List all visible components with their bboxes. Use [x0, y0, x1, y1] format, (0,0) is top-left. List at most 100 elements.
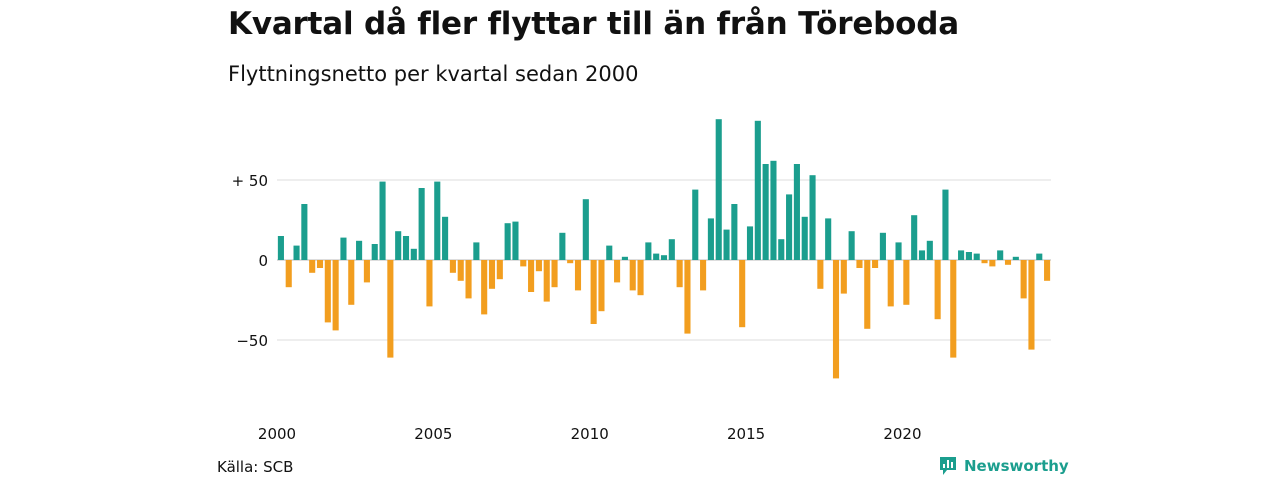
bar: [379, 181, 386, 260]
bar: [653, 253, 660, 260]
bar: [973, 253, 980, 260]
bar: [739, 260, 746, 328]
bar: [606, 245, 613, 260]
bar: [387, 260, 394, 358]
bar: [832, 260, 840, 379]
bar: [434, 181, 441, 260]
bar: [786, 194, 793, 260]
bar: [778, 239, 785, 260]
bar: [496, 260, 503, 280]
bar: [934, 260, 941, 320]
bar: [426, 260, 433, 307]
bar: [700, 260, 707, 291]
bar: [356, 240, 363, 260]
bar: [754, 120, 761, 260]
bar: [371, 244, 378, 260]
bar: [958, 250, 965, 260]
bar: [770, 160, 777, 260]
bar: [989, 260, 996, 267]
bar: [621, 256, 628, 260]
newsworthy-icon: [940, 457, 956, 475]
bar: [488, 260, 496, 289]
bar: [402, 236, 410, 260]
x-tick-label: 2020: [883, 425, 921, 443]
bar: [801, 216, 808, 260]
newsworthy-logo: Newsworthy: [938, 456, 1069, 476]
bar: [879, 232, 886, 260]
y-tick-label: + 50: [232, 172, 268, 190]
bar: [676, 260, 683, 288]
y-tick-label: 0: [258, 252, 268, 270]
bar: [1004, 260, 1012, 265]
bar: [543, 260, 550, 302]
bar: [723, 229, 730, 260]
bar: [911, 215, 918, 260]
y-tick-label: −50: [236, 332, 268, 350]
bar: [449, 260, 456, 273]
bar: [520, 260, 527, 267]
bar: [715, 119, 722, 260]
bar: [1020, 260, 1027, 299]
chart-title: Kvartal då fler flyttar till än från Tör…: [228, 6, 959, 42]
bar: [903, 260, 910, 305]
bar: [793, 164, 800, 260]
bar: [285, 260, 292, 288]
bar: [277, 236, 284, 260]
bar: [551, 260, 558, 288]
bar: [465, 260, 472, 299]
bar: [340, 237, 347, 260]
bar: [825, 218, 832, 260]
bar: [309, 260, 316, 273]
x-tick-label: 2005: [414, 425, 452, 443]
x-tick-label: 2000: [258, 425, 296, 443]
bar: [1028, 260, 1035, 350]
bar: [872, 260, 879, 268]
bar: [614, 260, 621, 283]
bar: [746, 226, 754, 260]
bar: [559, 232, 566, 260]
bar: [590, 260, 597, 324]
bar: [762, 164, 769, 260]
bar: [582, 199, 589, 260]
bar: [473, 242, 480, 260]
bar: [395, 231, 402, 260]
bar: [692, 189, 699, 260]
bar: [418, 188, 425, 260]
bar: [442, 216, 449, 260]
bar: [457, 260, 464, 281]
bar: [926, 240, 933, 260]
bar: [629, 260, 636, 291]
bar: [864, 260, 871, 329]
bar: [574, 260, 582, 291]
bar: [332, 260, 339, 331]
bar: [965, 252, 972, 260]
bar: [481, 260, 488, 315]
bar: [1012, 256, 1019, 260]
bar: [637, 260, 644, 296]
bar: [293, 245, 300, 260]
bar: [660, 255, 668, 260]
bar: [895, 242, 902, 260]
bar: [528, 260, 535, 292]
bar: [707, 218, 714, 260]
bar: [504, 223, 511, 260]
bar: [848, 231, 855, 260]
x-tick-label: 2010: [571, 425, 609, 443]
bar: [918, 250, 926, 260]
bar: [997, 250, 1004, 260]
bar: [348, 260, 355, 305]
source-note: Källa: SCB: [217, 458, 294, 476]
bar: [668, 239, 675, 260]
bar: [887, 260, 894, 307]
bar: [942, 189, 949, 260]
bar: [809, 175, 816, 260]
bar: [301, 204, 308, 260]
bar: [324, 260, 331, 323]
bar: [840, 260, 847, 294]
bar: [410, 248, 417, 260]
bar: [512, 221, 519, 260]
bar: [535, 260, 542, 272]
bar: [731, 204, 738, 260]
bar: [981, 260, 988, 264]
bar: [363, 260, 370, 283]
